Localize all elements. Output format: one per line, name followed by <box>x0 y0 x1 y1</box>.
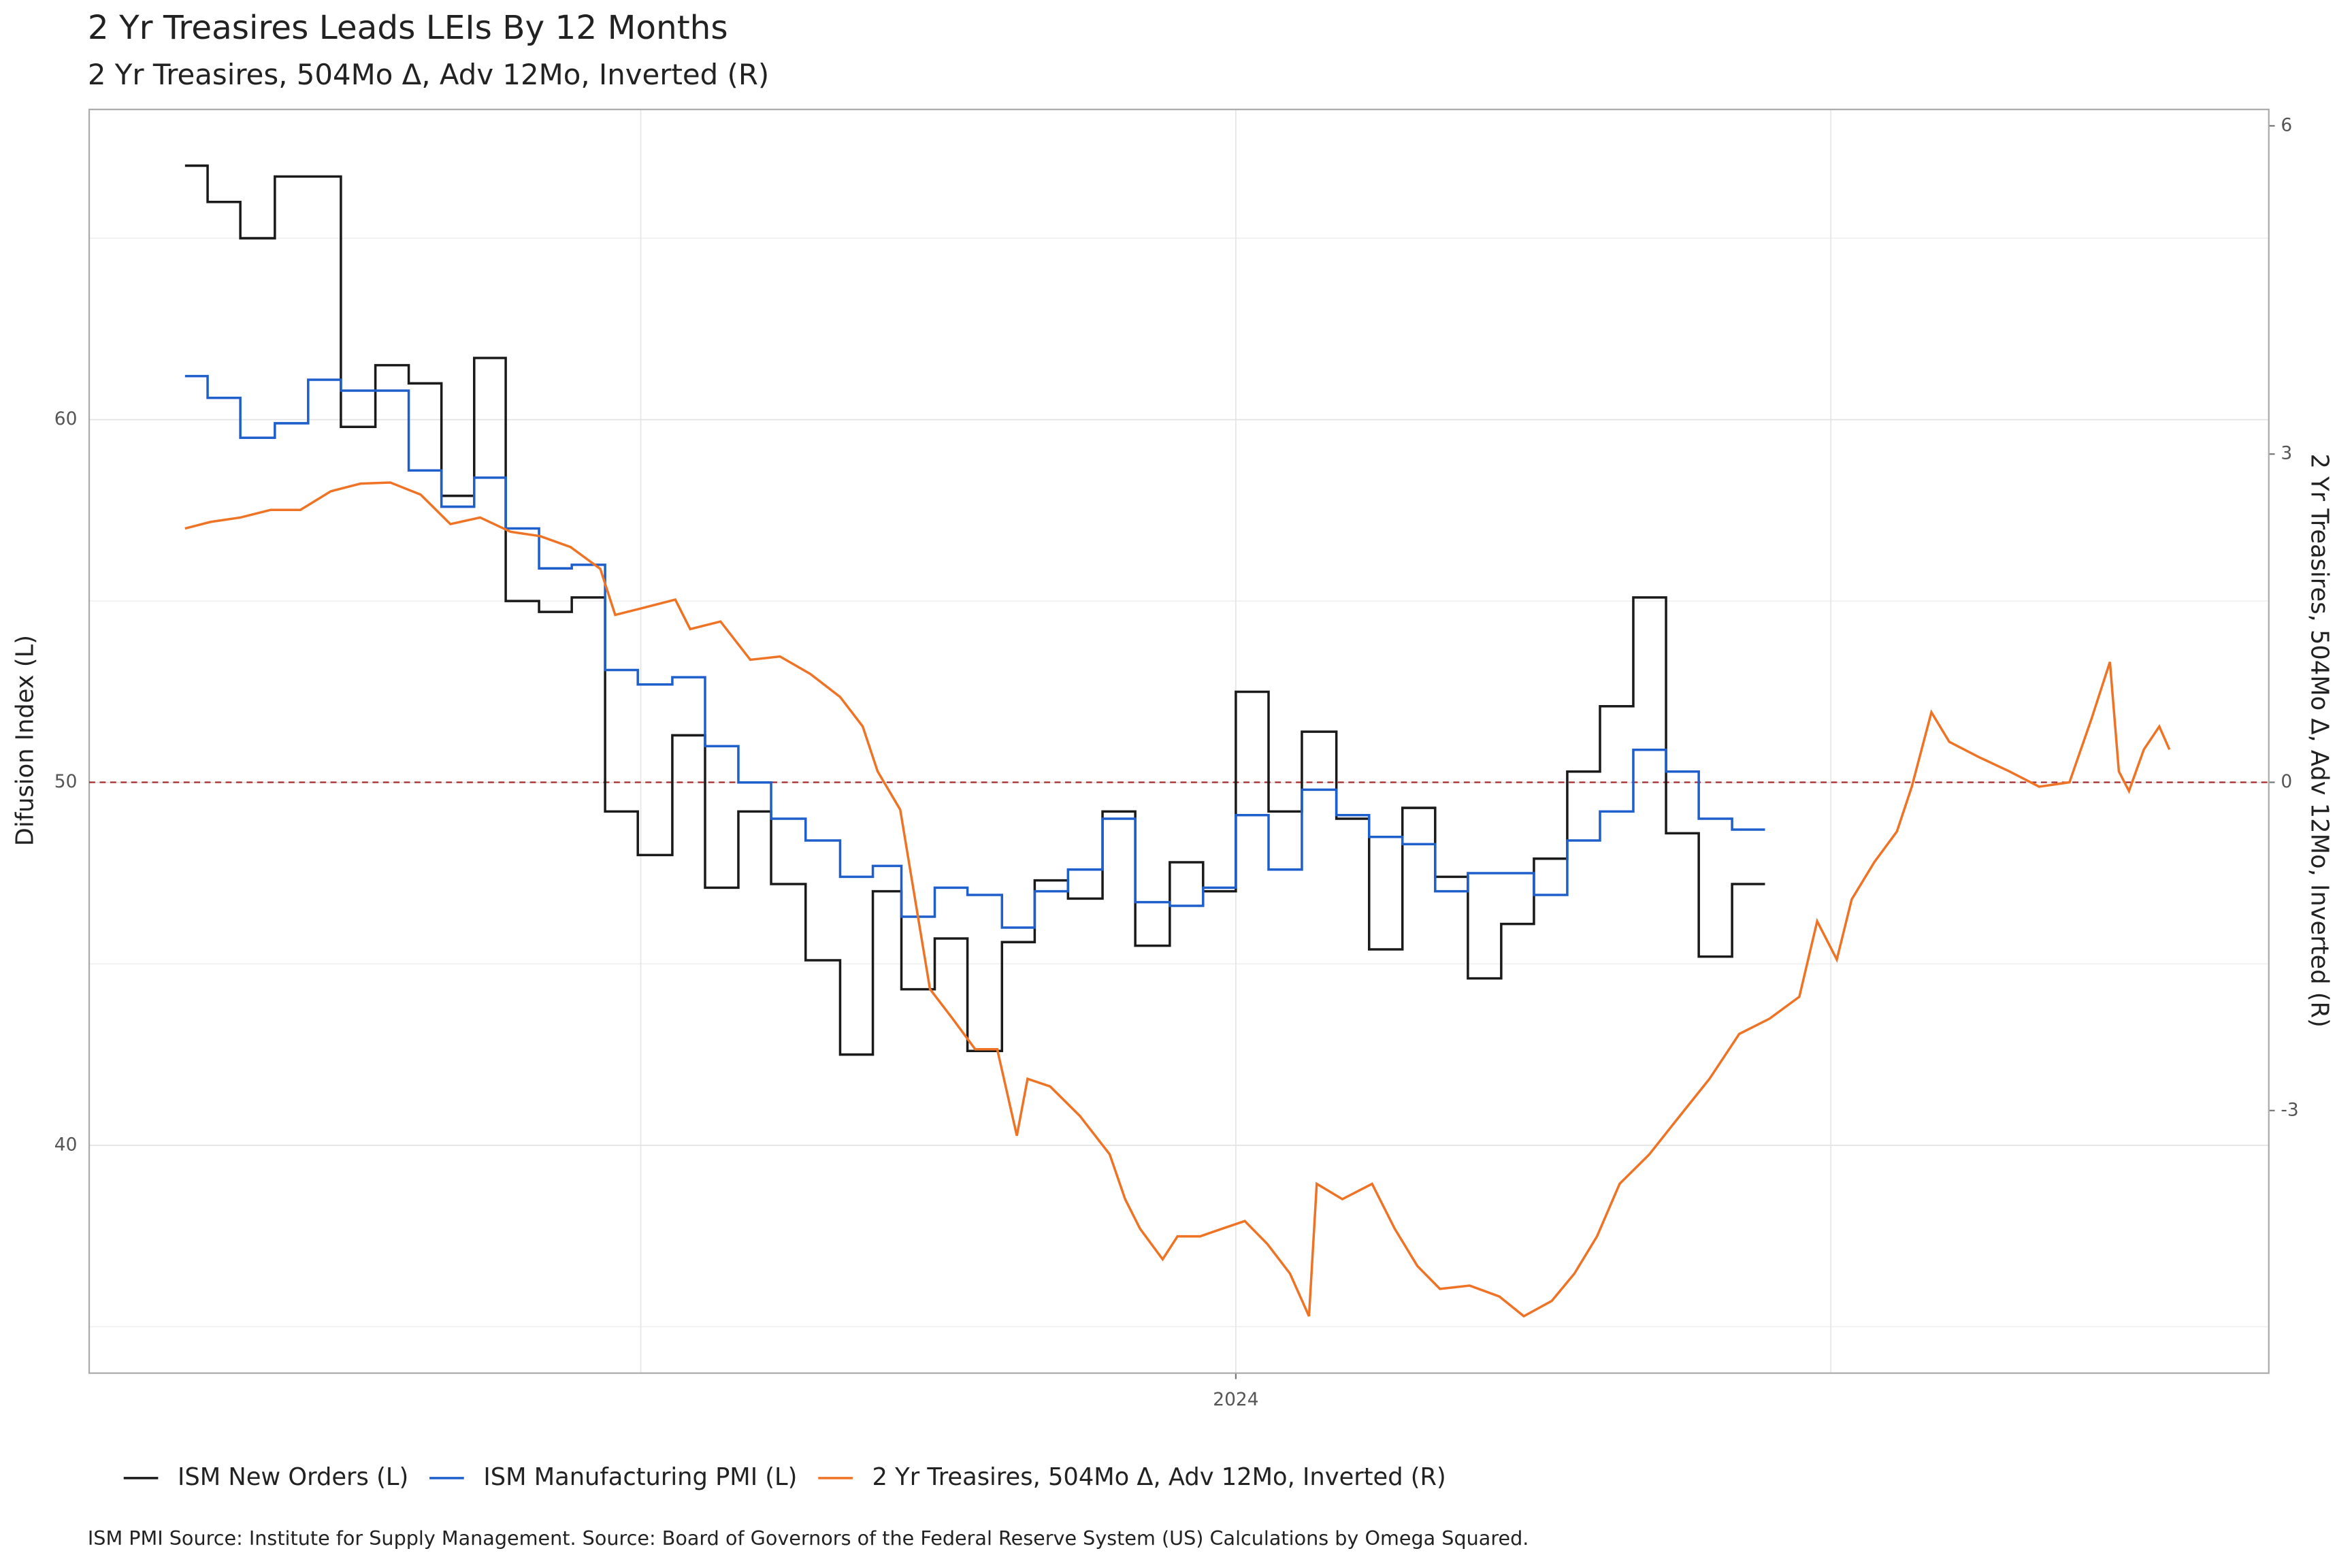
plot-border <box>88 108 2270 1374</box>
y2-tick-label: -3 <box>2281 1099 2298 1120</box>
y-tick-label: 50 <box>54 771 78 792</box>
series-line <box>184 374 1765 929</box>
y2-tick-label: 3 <box>2281 443 2292 464</box>
y-tick-label: 40 <box>54 1134 78 1155</box>
y-axis-title: Difusion Index (L) <box>12 635 39 846</box>
y2-axis-title: 2 Yr Treasires, 504Mo Δ, Adv 12Mo, Inver… <box>2305 454 2333 1028</box>
caption: ISM PMI Source: Institute for Supply Man… <box>88 1526 1529 1550</box>
y-tick-label: 60 <box>54 408 78 429</box>
y2-tick-label: 6 <box>2281 114 2292 135</box>
chart-title: 2 Yr Treasires Leads LEIs By 12 Months <box>88 9 728 47</box>
legend-label: ISM Manufacturing PMI (L) <box>483 1463 797 1491</box>
legend-label: ISM New Orders (L) <box>178 1463 408 1491</box>
series-line <box>184 164 1765 1056</box>
chart-subtitle: 2 Yr Treasires, 504Mo Δ, Adv 12Mo, Inver… <box>88 58 769 91</box>
series-line <box>184 481 2171 1318</box>
y2-tick-label: 0 <box>2281 771 2292 792</box>
x-tick-label: 2024 <box>1213 1389 1258 1410</box>
legend-label: 2 Yr Treasires, 504Mo Δ, Adv 12Mo, Inver… <box>872 1463 1446 1491</box>
